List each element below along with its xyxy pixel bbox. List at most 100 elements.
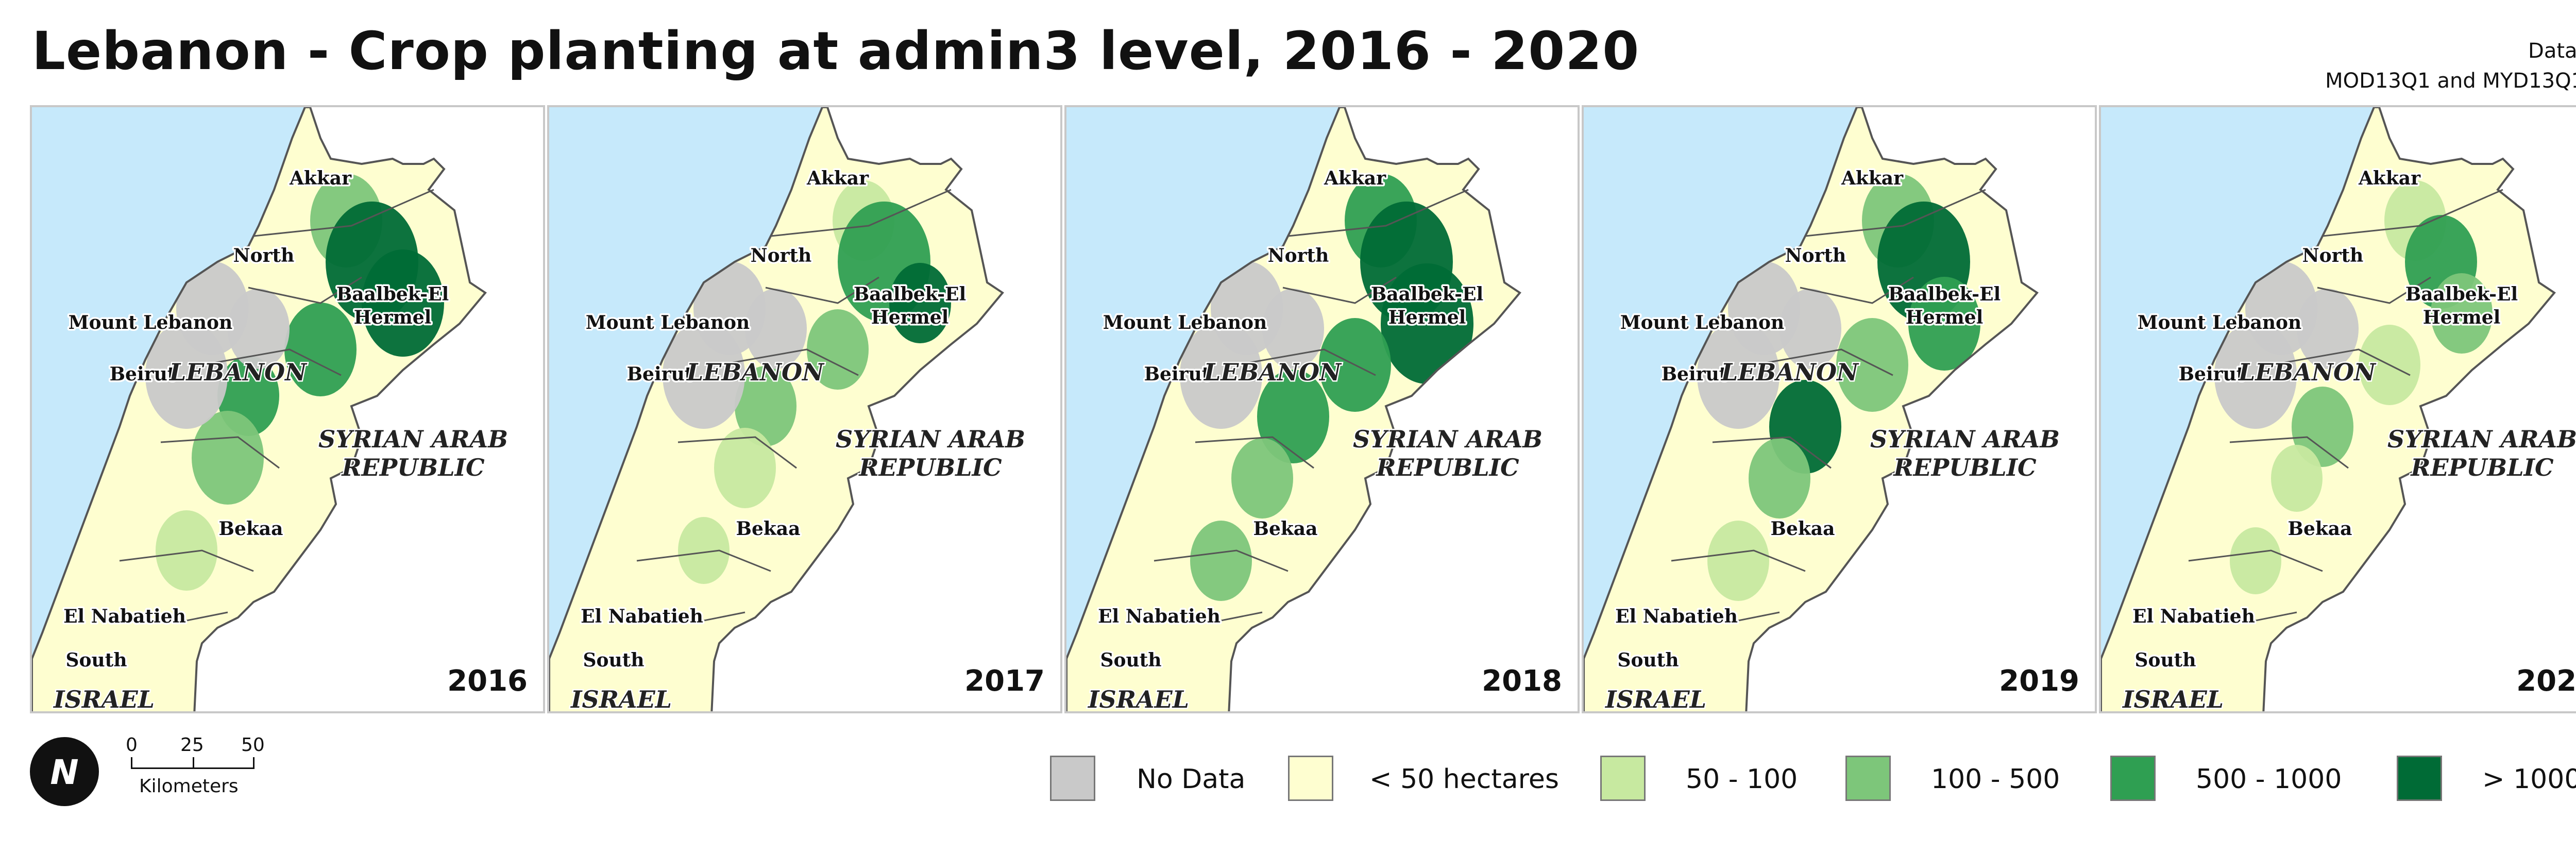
scale-tick-mark (131, 757, 132, 769)
crop-area-patch (889, 263, 951, 343)
place-label-bekaa: Bekaa (736, 518, 801, 540)
admin-boundary (636, 549, 771, 572)
map-panel-2017: Akkar North Baalbek-El Hermel Mount Lebanon B… (547, 105, 1062, 713)
place-label-syria1: SYRIAN ARAB (836, 425, 1025, 453)
admin-boundary (2229, 436, 2349, 469)
place-label-south: South (583, 649, 645, 671)
place-label-bekaa: Bekaa (1771, 518, 1835, 540)
crop-area-patch (735, 366, 796, 446)
place-label-israel: ISRAEL (2122, 686, 2224, 713)
place-label-mount: Mount Lebanon (586, 312, 750, 333)
place-label-nabatieh: El Nabatieh (1615, 606, 1738, 627)
admin-boundary (1671, 549, 1806, 572)
place-label-lebanon: LEBANON (168, 358, 308, 386)
admin-boundary (2322, 189, 2503, 237)
crop-area-patch (807, 309, 869, 390)
map-title: Lebanon - Crop planting at admin3 level,… (32, 21, 1640, 82)
place-label-north: North (1785, 245, 1846, 266)
country-border (1584, 107, 2039, 711)
place-label-akkar: Akkar (806, 168, 869, 189)
country-border (1066, 107, 1521, 711)
crop-patches (2214, 180, 2493, 594)
crop-patches (145, 174, 444, 591)
place-label-baalbek1: Baalbek-El (1888, 283, 2001, 305)
legend-swatch (1288, 756, 1333, 801)
place-label-syria2: REPUBLIC (1375, 454, 1519, 481)
place-label-mount: Mount Lebanon (2138, 312, 2301, 333)
admin-boundary (611, 611, 745, 624)
legend-swatch (2397, 756, 2442, 801)
legend-label: 500 - 1000 (2196, 764, 2342, 795)
place-label-lebanon: LEBANON (1720, 358, 1859, 386)
place-label-nabatieh: El Nabatieh (2132, 606, 2255, 627)
place-label-south: South (66, 649, 127, 671)
place-label-akkar: Akkar (289, 168, 352, 189)
crop-area-patch (1190, 521, 1252, 601)
crop-patches (663, 180, 951, 584)
place-label-israel: ISRAEL (1604, 686, 1706, 713)
credit-source: MOD13Q1 and MYD13Q1 (2325, 69, 2576, 93)
place-label-syria1: SYRIAN ARAB (2387, 425, 2576, 453)
place-label-akkar: Akkar (1324, 168, 1386, 189)
admin-boundary (93, 611, 228, 624)
admin-boundary (770, 189, 952, 237)
crop-area-patch (1381, 263, 1473, 384)
admin-boundary (1195, 436, 1314, 469)
credit-label: Data: (2528, 39, 2576, 63)
place-label-beirut: Beirut (1662, 363, 1728, 385)
place-label-north: North (233, 245, 295, 266)
place-label-beirut: Beirut (1144, 363, 1211, 385)
scale-unit: Kilometers (139, 776, 239, 797)
place-label-syria2: REPUBLIC (2410, 454, 2554, 481)
scale-tick-25: 25 (180, 734, 204, 756)
panel-year: 2020 (2516, 664, 2576, 698)
legend-label: No Data (1137, 764, 1246, 795)
admin-boundary (677, 436, 797, 469)
crop-area-patch (156, 510, 217, 591)
country-border (32, 107, 487, 711)
crop-area-patch (1707, 521, 1769, 601)
admin-boundary (119, 549, 254, 572)
legend-label: 50 - 100 (1686, 764, 1798, 795)
admin-boundary (2188, 549, 2323, 572)
crop-area-patch (2214, 322, 2297, 429)
place-label-beirut: Beirut (627, 363, 693, 385)
legend-label: 100 - 500 (1931, 764, 2060, 795)
admin-boundary (2270, 348, 2411, 376)
panel-year: 2019 (1999, 664, 2079, 698)
place-label-syria2: REPUBLIC (1892, 454, 2037, 481)
place-label-baalbek1: Baalbek-El (854, 283, 966, 305)
map-panel-2016: Akkar North Baalbek-El Hermel Mount Lebanon B… (30, 105, 545, 713)
sea-area (1066, 107, 1340, 711)
crop-area-patch (2431, 273, 2493, 354)
crop-area-patch (1180, 322, 1262, 429)
admin-boundary (201, 348, 342, 376)
crop-area-patch (2271, 445, 2323, 512)
place-label-south: South (2135, 649, 2196, 671)
place-label-north: North (2302, 245, 2364, 266)
place-label-lebanon: LEBANON (2238, 358, 2377, 386)
sea-area (32, 107, 305, 711)
legend-swatch (1600, 756, 1646, 801)
place-label-mount: Mount Lebanon (69, 312, 232, 333)
admin-boundary (1712, 436, 1832, 469)
place-label-baalbek1: Baalbek-El (1371, 283, 1483, 305)
legend-label: < 50 hectares (1369, 764, 1559, 795)
place-label-lebanon: LEBANON (1203, 358, 1342, 386)
place-label-beirut: Beirut (110, 363, 176, 385)
crop-area-patch (663, 322, 745, 429)
place-label-lebanon: LEBANON (686, 358, 825, 386)
admin-boundary (1800, 276, 1914, 304)
admin-boundary (2162, 611, 2297, 624)
crop-area-patch (192, 411, 264, 505)
map-panel-2018: Akkar North Baalbek-El Hermel Mount Lebanon B… (1064, 105, 1580, 713)
place-label-syria1: SYRIAN ARAB (1870, 425, 2060, 453)
crop-patches (1697, 174, 1980, 601)
place-label-akkar: Akkar (2358, 168, 2421, 189)
admin-boundary (1753, 348, 1893, 376)
admin-boundary (1805, 189, 1986, 237)
